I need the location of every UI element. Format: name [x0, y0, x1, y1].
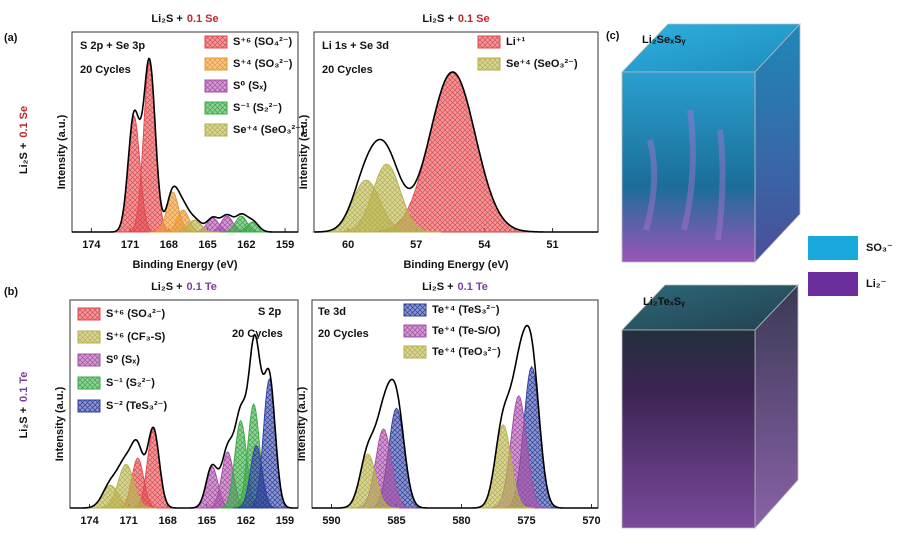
annotation: Li 1s + Se 3d	[322, 40, 389, 52]
annotation: S 2p	[258, 306, 282, 318]
x-tick-label: 165	[198, 239, 216, 251]
legend-label: S⁰ (Sₓ)	[106, 354, 140, 366]
legend-label: S⁻¹ (S₂²⁻)	[106, 377, 155, 389]
legend-swatch	[404, 346, 426, 358]
x-tick-label: 57	[410, 239, 422, 251]
row-label: Li₂S + 0.1 Se	[18, 106, 30, 174]
row-label: Li₂S + 0.1 Te	[18, 372, 30, 439]
x-tick-label: 159	[276, 515, 294, 527]
legend-label: S⁰ (Sₓ)	[233, 80, 267, 92]
chart-title: Li₂S + 0.1 Se	[422, 13, 489, 25]
x-tick-label: 168	[159, 515, 177, 527]
legend-label: Se⁺⁴ (SeO₃²⁻)	[506, 58, 578, 70]
legend-label: S⁻¹ (S₂²⁻)	[233, 102, 282, 114]
legend-swatch	[205, 102, 227, 114]
legend-swatch	[404, 304, 426, 316]
legend-swatch	[808, 272, 858, 296]
legend-swatch	[478, 58, 500, 70]
chart-title-highlight: 0.1 Te	[458, 281, 488, 293]
x-tick-label: 168	[160, 239, 178, 251]
x-tick-label: 51	[546, 239, 558, 251]
x-tick-label: 54	[478, 239, 491, 251]
x-tick-label: 570	[582, 515, 600, 527]
x-tick-label: 159	[276, 239, 294, 251]
legend-label: Te⁺⁴ (Te-S/O)	[432, 325, 501, 337]
legend-label: Te⁺⁴ (TeO₃²⁻)	[432, 346, 501, 358]
x-tick-label: 580	[452, 515, 470, 527]
annotation: 20 Cycles	[322, 64, 373, 76]
x-tick-label: 590	[322, 515, 340, 527]
legend-swatch	[78, 308, 100, 320]
legend-swatch	[78, 331, 100, 343]
legend-label: S⁻² (TeS₃²⁻)	[106, 400, 167, 412]
figure: (a) (b) (c) Li₂S + 0.1 Se Li₂S + 0.1 Te Li₂S + 0…	[0, 0, 909, 534]
row-label-highlight: 0.1 Se	[18, 106, 30, 138]
chart-title-highlight: 0.1 Se	[458, 13, 490, 25]
chart-title: Li₂S + 0.1 Se	[151, 13, 218, 25]
annotation: 20 Cycles	[80, 64, 131, 76]
y-axis-label: Intensity (a.u.)	[54, 386, 66, 461]
x-tick-label: 575	[517, 515, 535, 527]
x-axis-label: Binding Energy (eV)	[403, 259, 508, 271]
panel-label: (b)	[4, 286, 18, 298]
legend-label: S⁺⁶ (SO₄²⁻)	[233, 36, 293, 48]
chart-title-part: Li₂S +	[422, 13, 453, 25]
x-tick-label: 60	[342, 239, 354, 251]
row-label-part: Li₂S +	[18, 143, 30, 174]
row-label-highlight: 0.1 Te	[18, 372, 30, 402]
legend-swatch	[205, 58, 227, 70]
panel-label: (a)	[4, 32, 18, 44]
x-tick-label: 174	[80, 515, 99, 527]
chart-title-highlight: 0.1 Te	[187, 281, 217, 293]
chart-title: Li₂S + 0.1 Te	[151, 281, 217, 293]
annotation: Te 3d	[318, 306, 346, 318]
volume-render-1	[622, 24, 800, 262]
volume-title: Li₂SeₓSᵧ	[642, 34, 686, 46]
legend-swatch	[205, 80, 227, 92]
x-axis-label: Binding Energy (eV)	[132, 259, 237, 271]
volume-render-2	[622, 285, 798, 528]
chart-title-part: Li₂S +	[422, 281, 453, 293]
legend-label: S⁺⁴ (SO₃²⁻)	[233, 58, 293, 70]
legend-swatch	[808, 236, 858, 260]
legend-swatch	[78, 377, 100, 389]
y-axis-label: Intensity (a.u.)	[298, 114, 310, 189]
legend-swatch	[78, 354, 100, 366]
x-tick-label: 174	[82, 239, 101, 251]
legend-label: Te⁺⁴ (TeS₃²⁻)	[432, 304, 500, 316]
x-tick-label: 171	[121, 239, 139, 251]
legend-swatch	[78, 400, 100, 412]
legend-swatch	[205, 124, 227, 136]
x-tick-label: 165	[198, 515, 216, 527]
legend-swatch	[404, 325, 426, 337]
legend-label: Li⁺¹	[506, 36, 526, 48]
chart-title-part: Li₂S +	[151, 13, 182, 25]
chart-title-part: Li₂S +	[151, 281, 182, 293]
annotation: S 2p + Se 3p	[80, 40, 145, 52]
chart-title-highlight: 0.1 Se	[187, 13, 219, 25]
volume-title: Li₂TeₓSᵧ	[643, 296, 686, 308]
legend-swatch	[478, 36, 500, 48]
x-tick-label: 585	[387, 515, 405, 527]
y-axis-label: Intensity (a.u.)	[56, 114, 68, 189]
annotation: 20 Cycles	[318, 328, 369, 340]
legend-swatch	[205, 36, 227, 48]
legend-label: Se⁺⁴ (SeO₃²⁻)	[233, 124, 305, 136]
x-tick-label: 162	[237, 515, 255, 527]
x-tick-label: 171	[119, 515, 137, 527]
page: {"panel_labels": ["(a)", "(b)", "(c)"], …	[0, 0, 909, 534]
legend-label: Li₂⁻	[866, 278, 887, 290]
panel-label: (c)	[606, 30, 620, 42]
chart-title: Li₂S + 0.1 Te	[422, 281, 488, 293]
row-label-part: Li₂S +	[18, 407, 30, 438]
annotation: 20 Cycles	[232, 328, 283, 340]
legend-label: S⁺⁶ (CF₃-S)	[106, 331, 166, 343]
legend-label: SO₃⁻	[866, 242, 893, 254]
y-axis-label: Intensity (a.u.)	[296, 386, 308, 461]
legend-label: S⁺⁶ (SO₄²⁻)	[106, 308, 166, 320]
x-tick-label: 162	[237, 239, 255, 251]
